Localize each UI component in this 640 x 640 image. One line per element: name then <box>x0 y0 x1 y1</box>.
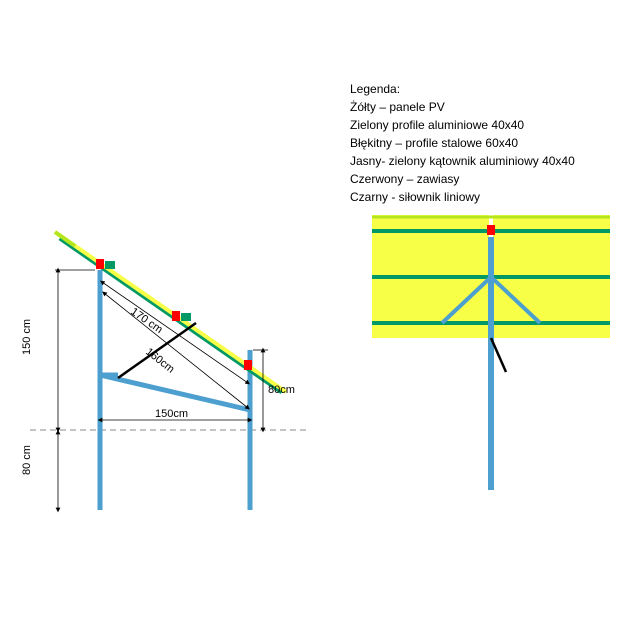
hinge-right <box>244 360 252 370</box>
dim-80v-text: 80 cm <box>21 445 33 475</box>
hinge-mid <box>172 311 180 321</box>
dim-150v-text: 150 cm <box>21 319 33 355</box>
dim-150h-text: 150cm <box>155 408 188 420</box>
hinge-front <box>487 225 495 235</box>
diagram-svg: 150 cm 80 cm 150cm 80cm 170 cm 160cm <box>0 0 640 640</box>
block-left <box>105 261 115 269</box>
hinge-left <box>96 259 104 269</box>
dim-160-text: 160cm <box>143 346 176 376</box>
lower-brace <box>100 375 250 410</box>
dim-80r-text: 80cm <box>268 384 295 396</box>
diagram-container: 150 cm 80 cm 150cm 80cm 170 cm 160cm <box>0 0 640 640</box>
dim-170-text: 170 cm <box>128 306 164 337</box>
block-mid <box>181 313 191 321</box>
